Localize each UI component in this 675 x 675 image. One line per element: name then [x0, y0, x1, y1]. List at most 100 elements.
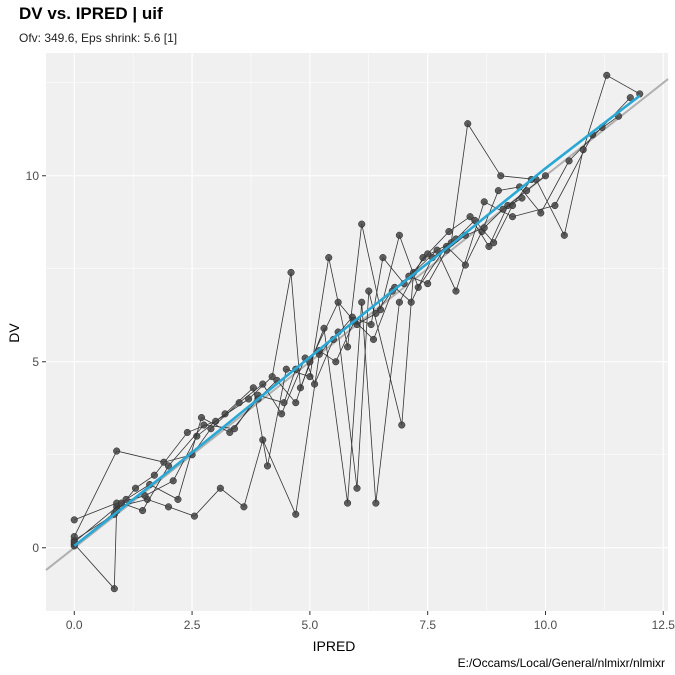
data-point [164, 503, 173, 511]
data-point [190, 512, 198, 520]
data-point [461, 261, 469, 269]
data-point [150, 471, 158, 479]
y-tick-label: 5 [32, 355, 39, 369]
data-point [497, 172, 505, 180]
grid-lines [46, 53, 668, 611]
data-point [207, 425, 215, 433]
data-point [344, 343, 352, 351]
data-point [117, 499, 125, 507]
data-point [452, 287, 460, 295]
data-point [480, 198, 488, 206]
data-point [268, 373, 276, 381]
y-tick-label: 10 [26, 169, 40, 183]
data-point [518, 194, 526, 202]
chart-title: DV vs. IPRED | uif [19, 4, 163, 23]
data-point [141, 492, 149, 500]
data-point [407, 298, 415, 306]
data-point [466, 213, 474, 221]
subject-group [70, 194, 526, 546]
data-point [164, 462, 173, 470]
data-point [551, 201, 559, 210]
data-point [485, 242, 493, 250]
data-point [122, 495, 130, 503]
data-point [365, 287, 373, 295]
subject-group [70, 112, 623, 593]
data-point [445, 228, 453, 236]
subject-group [70, 94, 634, 524]
data-point [353, 484, 361, 492]
data-point [560, 231, 568, 239]
data-point [197, 414, 206, 422]
data-point [160, 458, 168, 466]
data-point [424, 250, 432, 258]
data-point [70, 516, 78, 524]
x-tick-label: 7.5 [419, 618, 436, 632]
data-point [216, 484, 224, 492]
data-point [372, 499, 380, 507]
data-point [131, 484, 140, 492]
data-point [494, 187, 502, 195]
data-point [292, 399, 300, 407]
data-point [235, 399, 243, 407]
x-axis-ticks: 0.0 2.5 5.0 7.5 10.0 12.5 [66, 611, 675, 632]
data-point [139, 507, 147, 515]
data-point [113, 447, 121, 455]
data-point [395, 298, 403, 306]
data-point [259, 380, 267, 388]
y-axis-label: DV [6, 323, 22, 343]
y-axis-ticks: 0 5 10 [26, 169, 46, 555]
chart-caption: E:/Occams/Local/General/nlmixr/nlmixr [457, 656, 665, 670]
data-point [537, 209, 545, 217]
subject-line [74, 179, 532, 547]
data-point [240, 503, 248, 511]
x-tick-label: 10.0 [534, 618, 558, 632]
data-point [490, 239, 498, 247]
x-axis-label: IPRED [312, 638, 356, 654]
data-point [398, 421, 406, 429]
data-point [282, 365, 290, 373]
data-point [287, 268, 295, 277]
data-point [278, 410, 286, 418]
smooth-line-path [73, 94, 641, 547]
data-point [292, 510, 300, 518]
data-point [372, 309, 380, 317]
data-point [332, 358, 340, 366]
data-point [369, 335, 378, 343]
data-point [226, 428, 234, 436]
x-tick-label: 12.5 [652, 618, 675, 632]
data-point [565, 157, 573, 165]
data-point [200, 421, 208, 429]
data-point [183, 428, 191, 436]
x-tick-label: 5.0 [302, 618, 319, 632]
data-point [603, 71, 611, 79]
data-point [325, 254, 333, 262]
data-point [169, 477, 177, 485]
data-point [395, 231, 403, 239]
data-point [358, 298, 366, 306]
data-point [311, 380, 319, 388]
data-point [110, 585, 118, 593]
data-point [263, 462, 272, 470]
data-point [230, 425, 239, 433]
data-point [320, 324, 328, 332]
subject-line [73, 175, 546, 537]
data-point [499, 205, 507, 213]
subject-line [74, 74, 640, 541]
data-point [334, 298, 342, 306]
data-point [464, 120, 472, 128]
data-point [358, 220, 366, 228]
data-point [344, 499, 352, 507]
data-point [424, 280, 432, 288]
plot-panel [46, 53, 668, 611]
subject-series [70, 71, 644, 593]
data-point [280, 399, 288, 407]
data-point [367, 321, 375, 329]
data-point [480, 224, 488, 232]
data-point [541, 172, 550, 180]
data-point [508, 213, 517, 221]
smooth-line [73, 94, 641, 547]
chart-subtitle: Ofv: 349.6, Eps shrink: 5.6 [1] [19, 31, 178, 45]
data-point [471, 216, 479, 224]
y-tick-label: 0 [32, 541, 39, 555]
